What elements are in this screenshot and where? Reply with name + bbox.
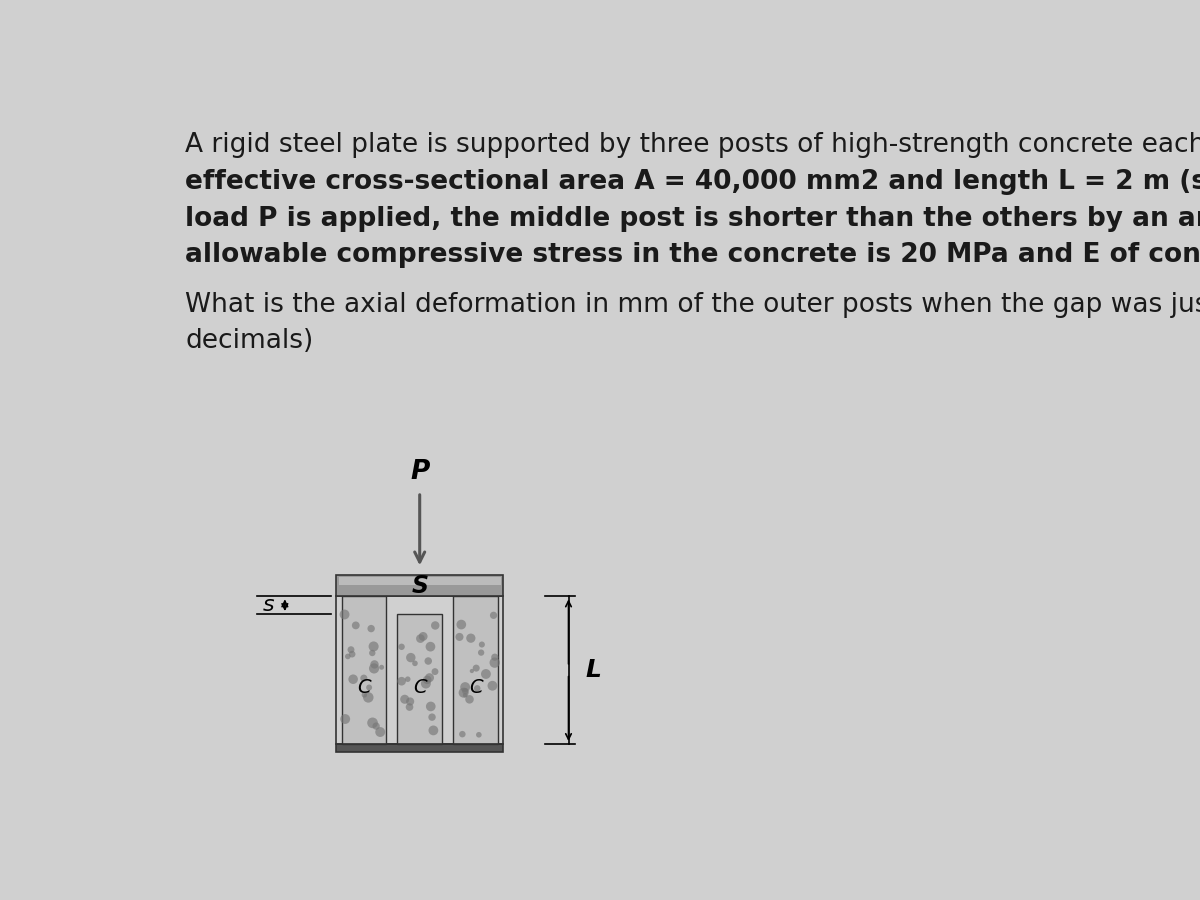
Point (467, 661, 486, 675)
Point (472, 645, 491, 660)
Point (414, 629, 433, 643)
Text: A rigid steel plate is supported by three posts of high-strength concrete each h: A rigid steel plate is supported by thre… (185, 132, 1200, 158)
Point (420, 670, 439, 685)
Point (354, 670, 373, 685)
Point (484, 608, 503, 623)
Point (365, 657, 384, 671)
Text: decimals): decimals) (185, 328, 313, 355)
Point (421, 640, 440, 654)
Point (456, 684, 475, 698)
Point (476, 667, 496, 681)
Point (462, 664, 481, 679)
Point (346, 618, 365, 633)
Point (365, 662, 384, 676)
Point (335, 608, 354, 622)
Text: P: P (410, 459, 430, 485)
Text: s: s (263, 595, 274, 616)
Point (456, 688, 475, 703)
Point (359, 690, 378, 705)
Text: effective cross-sectional area A = 40,000 mm2 and length L = 2 m (see figure). B: effective cross-sectional area A = 40,00… (185, 169, 1200, 195)
Point (398, 672, 418, 687)
Bar (342, 597, 386, 744)
Point (362, 716, 382, 730)
Bar (336, 744, 504, 752)
Point (482, 679, 502, 693)
Point (360, 680, 379, 695)
Point (410, 632, 430, 646)
Point (395, 692, 414, 706)
Point (355, 688, 374, 702)
Text: L: L (586, 658, 601, 682)
Point (343, 672, 362, 687)
Point (338, 649, 358, 663)
Point (364, 639, 383, 653)
Point (485, 655, 504, 670)
Point (473, 637, 492, 652)
Point (422, 710, 442, 724)
Point (454, 686, 473, 700)
Point (456, 680, 475, 694)
Bar (336, 575, 504, 597)
Point (485, 650, 504, 664)
Text: S: S (412, 574, 428, 598)
Point (372, 660, 391, 674)
Text: C: C (358, 679, 371, 698)
Point (392, 640, 412, 654)
Text: C: C (469, 679, 482, 698)
Point (451, 617, 470, 632)
Point (400, 700, 419, 715)
Point (426, 618, 445, 633)
Point (450, 630, 469, 644)
Text: allowable compressive stress in the concrete is 20 MPa and E of concrete is 30 G: allowable compressive stress in the conc… (185, 242, 1200, 268)
Point (406, 656, 425, 670)
Bar (336, 597, 504, 744)
Point (392, 674, 412, 688)
Point (425, 664, 444, 679)
Point (342, 647, 361, 662)
Point (452, 727, 472, 742)
Point (424, 724, 443, 738)
Point (460, 692, 479, 706)
Bar (397, 614, 442, 744)
Point (416, 677, 436, 691)
Point (401, 651, 420, 665)
Point (469, 727, 488, 742)
Point (421, 699, 440, 714)
Text: What is the axial deformation in mm of the outer posts when the gap was just clo: What is the axial deformation in mm of t… (185, 292, 1200, 318)
Point (341, 643, 360, 657)
Point (362, 646, 382, 661)
Point (468, 681, 487, 696)
Point (401, 694, 420, 708)
Point (336, 712, 355, 726)
Point (418, 672, 437, 687)
Bar (454, 597, 498, 744)
Point (461, 631, 480, 645)
Point (361, 621, 380, 635)
Point (419, 653, 438, 668)
Point (371, 724, 390, 739)
Point (366, 719, 385, 733)
Text: load P is applied, the middle post is shorter than the others by an amount s  = : load P is applied, the middle post is sh… (185, 206, 1200, 231)
Text: C: C (413, 679, 426, 698)
Bar (338, 577, 500, 585)
